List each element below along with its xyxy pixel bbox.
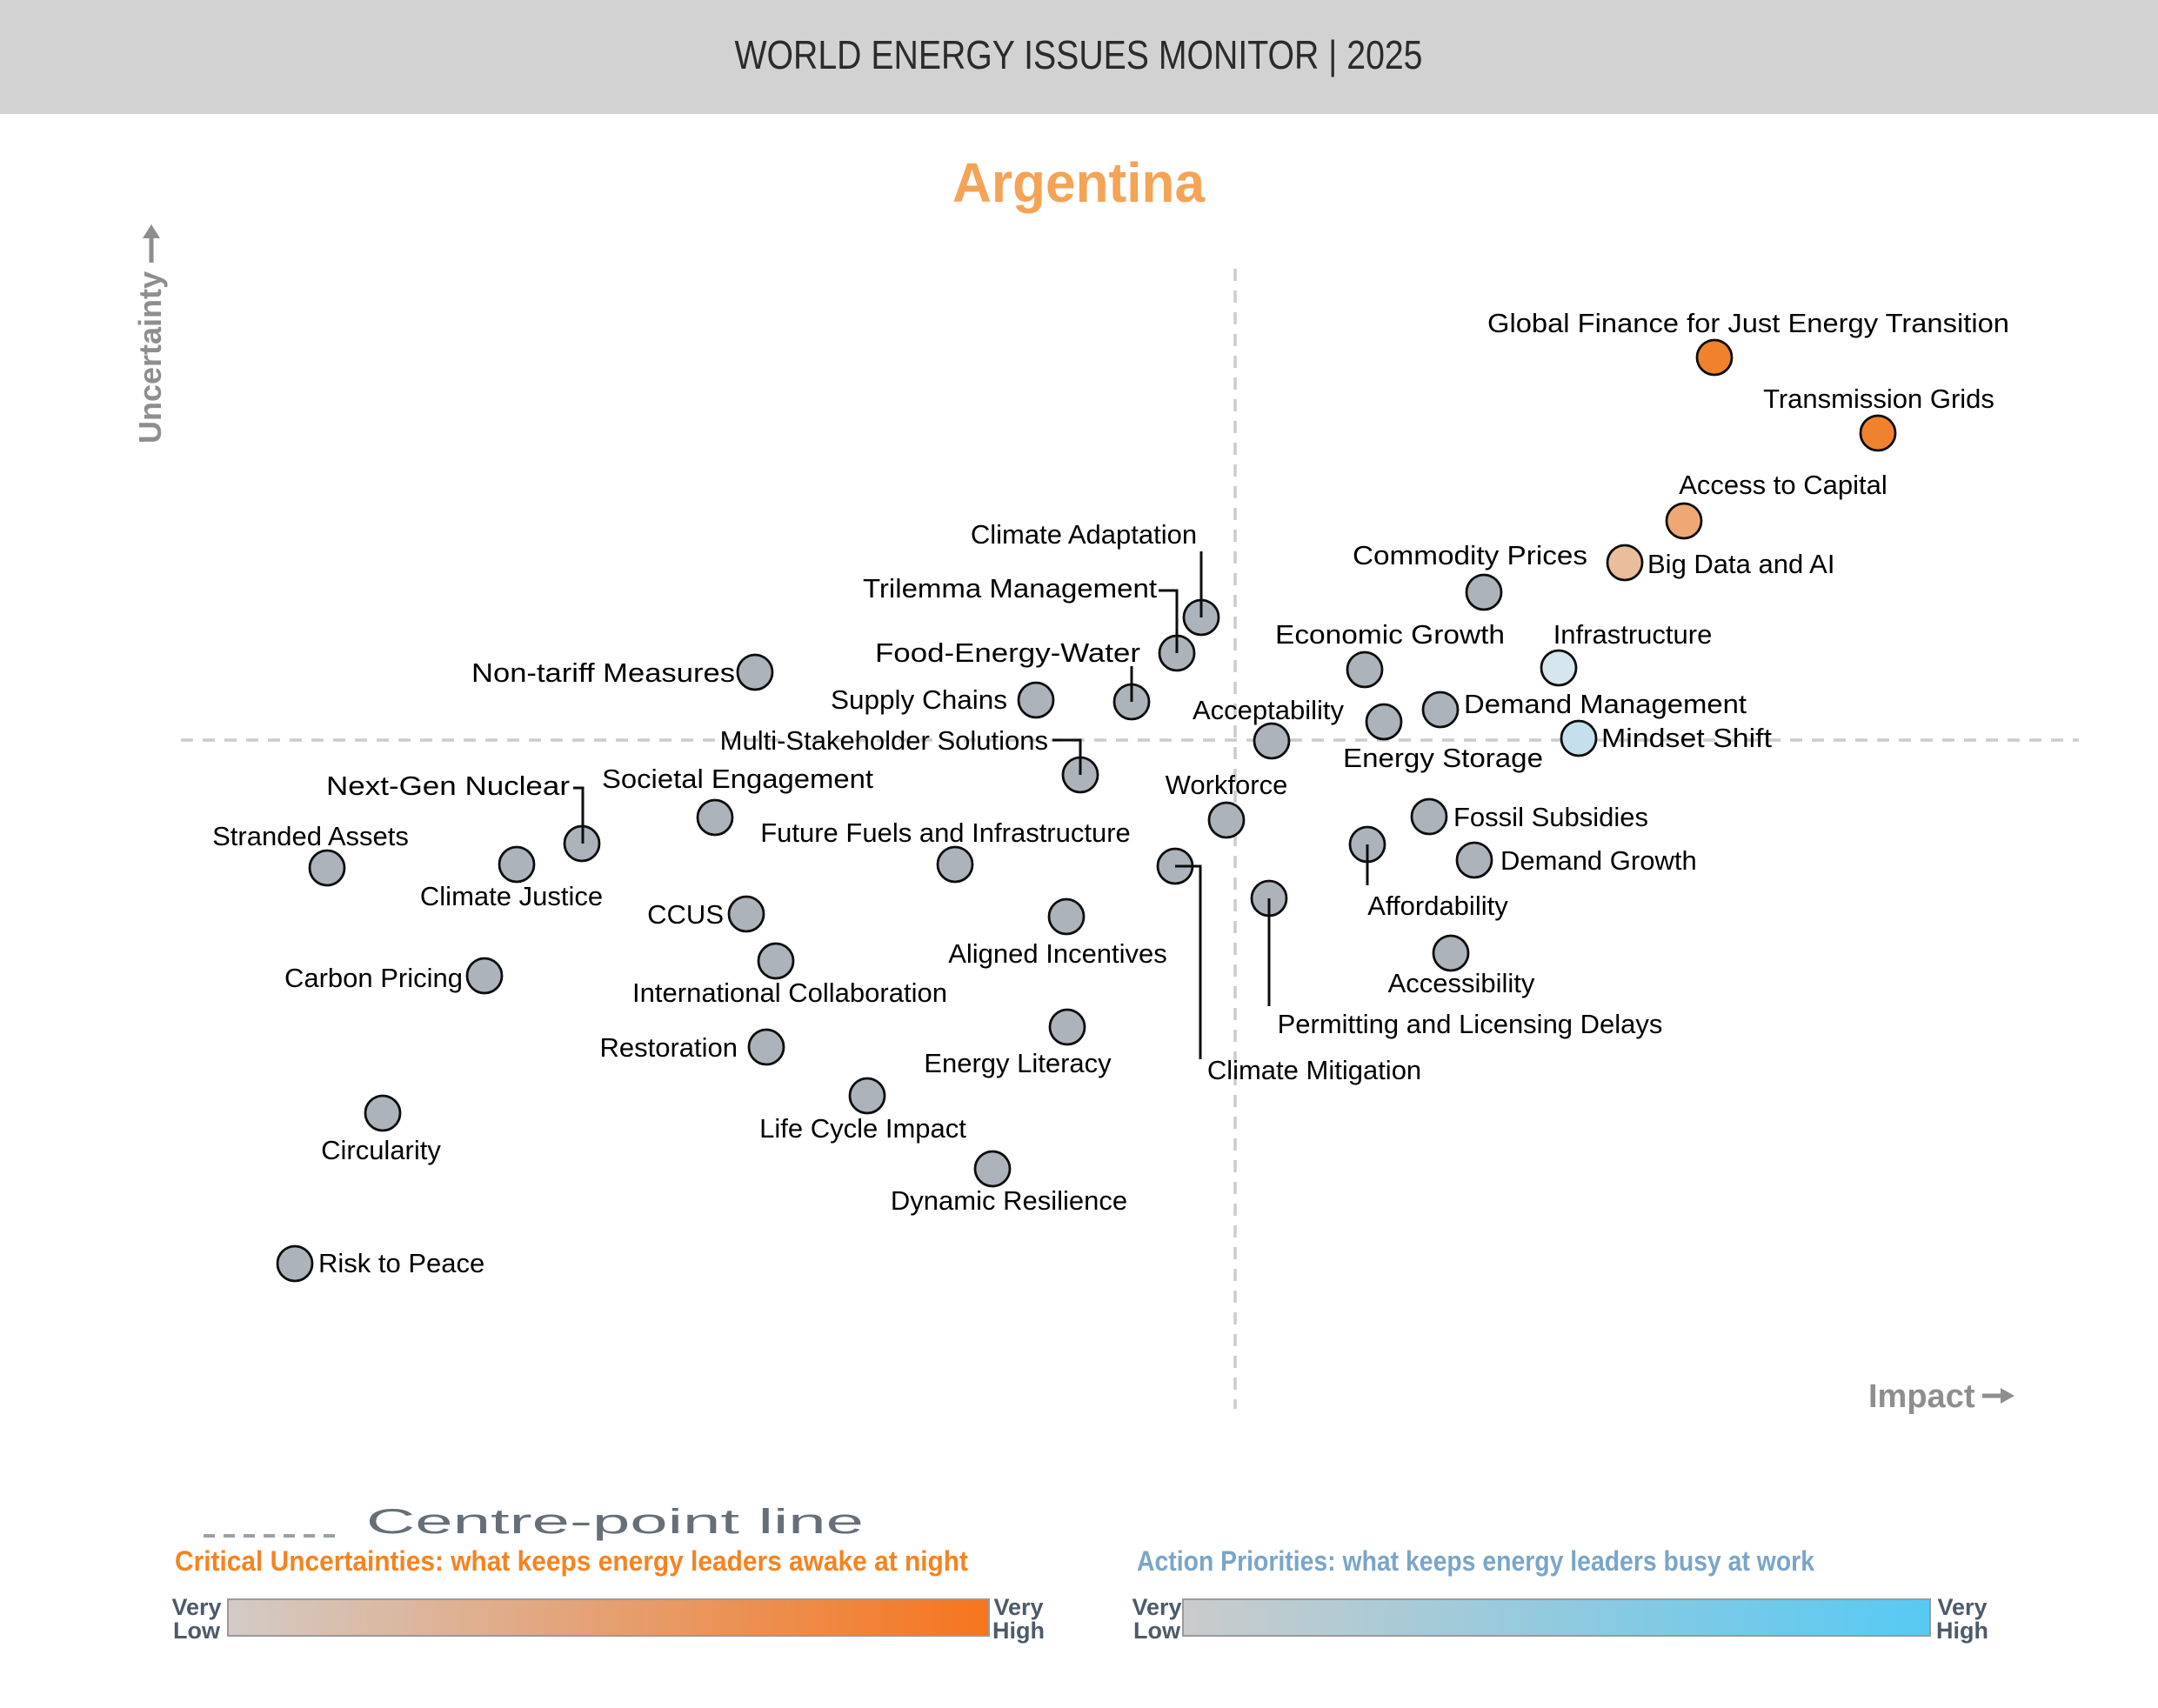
svg-text:Energy Literacy: Energy Literacy bbox=[924, 1048, 1112, 1078]
svg-text:High: High bbox=[1936, 1618, 1988, 1644]
svg-text:Trilemma Management: Trilemma Management bbox=[863, 573, 1157, 604]
svg-text:Next-Gen Nuclear: Next-Gen Nuclear bbox=[326, 771, 570, 801]
svg-text:Food-Energy-Water: Food-Energy-Water bbox=[875, 637, 1140, 668]
svg-text:Future Fuels and Infrastructur: Future Fuels and Infrastructure bbox=[760, 817, 1131, 848]
svg-text:Climate Justice: Climate Justice bbox=[420, 881, 603, 911]
svg-text:Workforce: Workforce bbox=[1166, 770, 1288, 800]
svg-text:Non-tariff Measures: Non-tariff Measures bbox=[471, 657, 735, 688]
svg-text:Supply Chains: Supply Chains bbox=[831, 684, 1007, 715]
svg-text:Acceptability: Acceptability bbox=[1193, 695, 1345, 725]
svg-text:Economic Growth: Economic Growth bbox=[1275, 619, 1505, 650]
svg-text:Infrastructure: Infrastructure bbox=[1553, 619, 1713, 650]
svg-text:Demand Growth: Demand Growth bbox=[1500, 845, 1697, 876]
svg-text:Multi-Stakeholder Solutions: Multi-Stakeholder Solutions bbox=[720, 725, 1048, 756]
svg-text:High: High bbox=[992, 1618, 1045, 1644]
svg-text:Centre-point line: Centre-point line bbox=[366, 1503, 864, 1541]
svg-text:Impact: Impact bbox=[1868, 1378, 1975, 1415]
svg-text:Low: Low bbox=[173, 1618, 221, 1644]
svg-text:Carbon Pricing: Carbon Pricing bbox=[284, 963, 463, 993]
svg-text:Risk to Peace: Risk to Peace bbox=[318, 1248, 484, 1278]
svg-text:Climate Mitigation: Climate Mitigation bbox=[1207, 1055, 1421, 1085]
svg-text:Critical Uncertainties: what k: Critical Uncertainties: what keeps energ… bbox=[175, 1545, 968, 1577]
svg-text:Fossil Subsidies: Fossil Subsidies bbox=[1453, 802, 1648, 832]
svg-text:Big Data and AI: Big Data and AI bbox=[1647, 549, 1834, 579]
svg-text:Very: Very bbox=[171, 1594, 221, 1620]
svg-text:CCUS: CCUS bbox=[647, 899, 724, 930]
svg-text:Societal Engagement: Societal Engagement bbox=[602, 764, 873, 794]
svg-text:Commodity Prices: Commodity Prices bbox=[1353, 540, 1587, 570]
svg-text:Climate Adaptation: Climate Adaptation bbox=[971, 519, 1197, 550]
svg-text:Action Priorities: what keeps: Action Priorities: what keeps energy lea… bbox=[1137, 1545, 1814, 1577]
svg-text:Global Finance for Just Energy: Global Finance for Just Energy Transitio… bbox=[1487, 308, 2009, 338]
svg-text:Restoration: Restoration bbox=[599, 1032, 738, 1063]
svg-text:Very: Very bbox=[993, 1594, 1043, 1620]
svg-text:Dynamic Resilience: Dynamic Resilience bbox=[891, 1185, 1127, 1216]
svg-text:Uncertainty: Uncertainty bbox=[132, 271, 168, 444]
svg-text:Permitting and Licensing Delay: Permitting and Licensing Delays bbox=[1278, 1009, 1663, 1039]
svg-text:Demand Management: Demand Management bbox=[1464, 689, 1747, 719]
svg-text:Mindset Shift: Mindset Shift bbox=[1601, 723, 1772, 753]
svg-text:Argentina: Argentina bbox=[952, 151, 1205, 214]
svg-text:Circularity: Circularity bbox=[321, 1135, 441, 1165]
svg-text:International Collaboration: International Collaboration bbox=[632, 977, 947, 1008]
svg-text:Aligned Incentives: Aligned Incentives bbox=[948, 938, 1167, 969]
svg-text:Access to Capital: Access to Capital bbox=[1679, 470, 1887, 500]
svg-text:Life Cycle Impact: Life Cycle Impact bbox=[759, 1113, 966, 1144]
svg-text:Low: Low bbox=[1133, 1618, 1181, 1644]
svg-text:WORLD ENERGY ISSUES MONITOR |: WORLD ENERGY ISSUES MONITOR | 2025 bbox=[735, 32, 1423, 77]
svg-text:Affordability: Affordability bbox=[1367, 891, 1508, 921]
svg-text:Very: Very bbox=[1132, 1594, 1181, 1620]
svg-text:Energy Storage: Energy Storage bbox=[1343, 743, 1543, 773]
svg-text:Accessibility: Accessibility bbox=[1388, 968, 1535, 998]
svg-text:Stranded Assets: Stranded Assets bbox=[212, 821, 409, 851]
svg-text:Transmission Grids: Transmission Grids bbox=[1763, 384, 1994, 414]
svg-text:Very: Very bbox=[1937, 1594, 1987, 1620]
